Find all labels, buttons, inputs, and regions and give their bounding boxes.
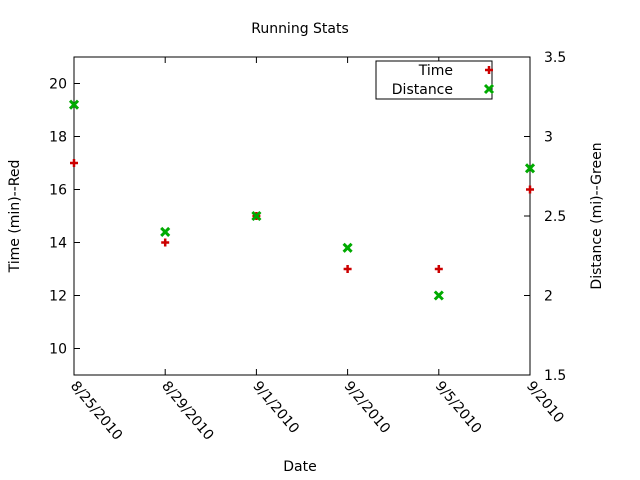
legend-marker-distance: [483, 83, 495, 95]
legend-box: [375, 60, 493, 100]
y-right-tick-label: 2.5: [544, 209, 566, 225]
y-left-tick-label: 14: [49, 236, 67, 252]
legend-label-distance: Distance: [392, 82, 453, 98]
y-left-tick-label: 20: [49, 77, 67, 93]
x-tick-label: 9/5/2010: [432, 378, 485, 436]
y-axis-label-left: Time (min)--Red: [7, 160, 23, 274]
y-right-tick-label: 1.5: [544, 368, 566, 384]
legend-marker-time: [485, 66, 493, 74]
plot-frame: [73, 56, 531, 376]
point-time: [526, 185, 534, 194]
x-tick-label: 9/2/2010: [341, 378, 394, 436]
legend-markers: [483, 66, 495, 95]
point-distance: [68, 99, 80, 110]
x-tick-label: 8/25/2010: [67, 378, 125, 443]
x-tick-label: 9/2010: [523, 378, 567, 426]
point-time: [70, 159, 78, 167]
point-distance: [160, 226, 171, 237]
axes-layer: 10 12 14 16 18 20 1.5 2 2.5 3 3.5 8/25/2010 8/29/201…: [49, 50, 567, 444]
legend-label-time: Time: [418, 63, 453, 79]
point-time: [434, 265, 443, 273]
y-axis-label-right: Distance (mi)--Green: [589, 142, 605, 289]
y-left-tick-label: 10: [49, 342, 67, 358]
y-left-tick-label: 12: [49, 289, 67, 305]
y-right-tick-label: 3: [544, 130, 553, 146]
point-time: [343, 265, 352, 273]
point-distance: [524, 163, 536, 174]
x-tick-label: 9/1/2010: [249, 378, 302, 436]
y-right-tick-label: 2: [544, 289, 553, 305]
point-distance: [342, 242, 353, 253]
point-time: [161, 238, 170, 247]
y-right-tick-label: 3.5: [544, 50, 566, 66]
x-tick-label: 8/29/2010: [158, 378, 216, 443]
point-distance: [251, 210, 262, 222]
x-axis-label: Date: [283, 459, 316, 475]
y-left-tick-label: 16: [49, 183, 67, 199]
legend: Time Distance: [375, 60, 495, 100]
y-left-tick-label: 18: [49, 130, 67, 146]
chart-title: Running Stats: [251, 21, 349, 37]
point-distance: [433, 290, 444, 301]
marks-layer: [68, 99, 536, 301]
